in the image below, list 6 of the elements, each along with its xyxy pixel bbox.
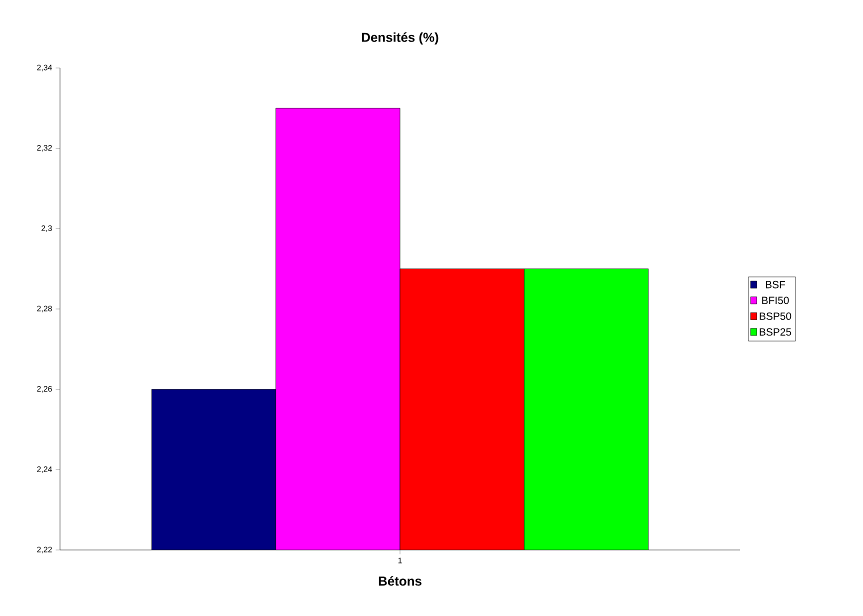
legend-label: BFI50: [762, 296, 789, 304]
legend-label: BSP50: [760, 312, 792, 320]
x-axis-title: Bétons: [378, 576, 422, 586]
legend-label: BSF: [766, 280, 786, 288]
legend-label: BSP25: [760, 328, 792, 336]
chart-title: Densités (%): [362, 32, 438, 44]
